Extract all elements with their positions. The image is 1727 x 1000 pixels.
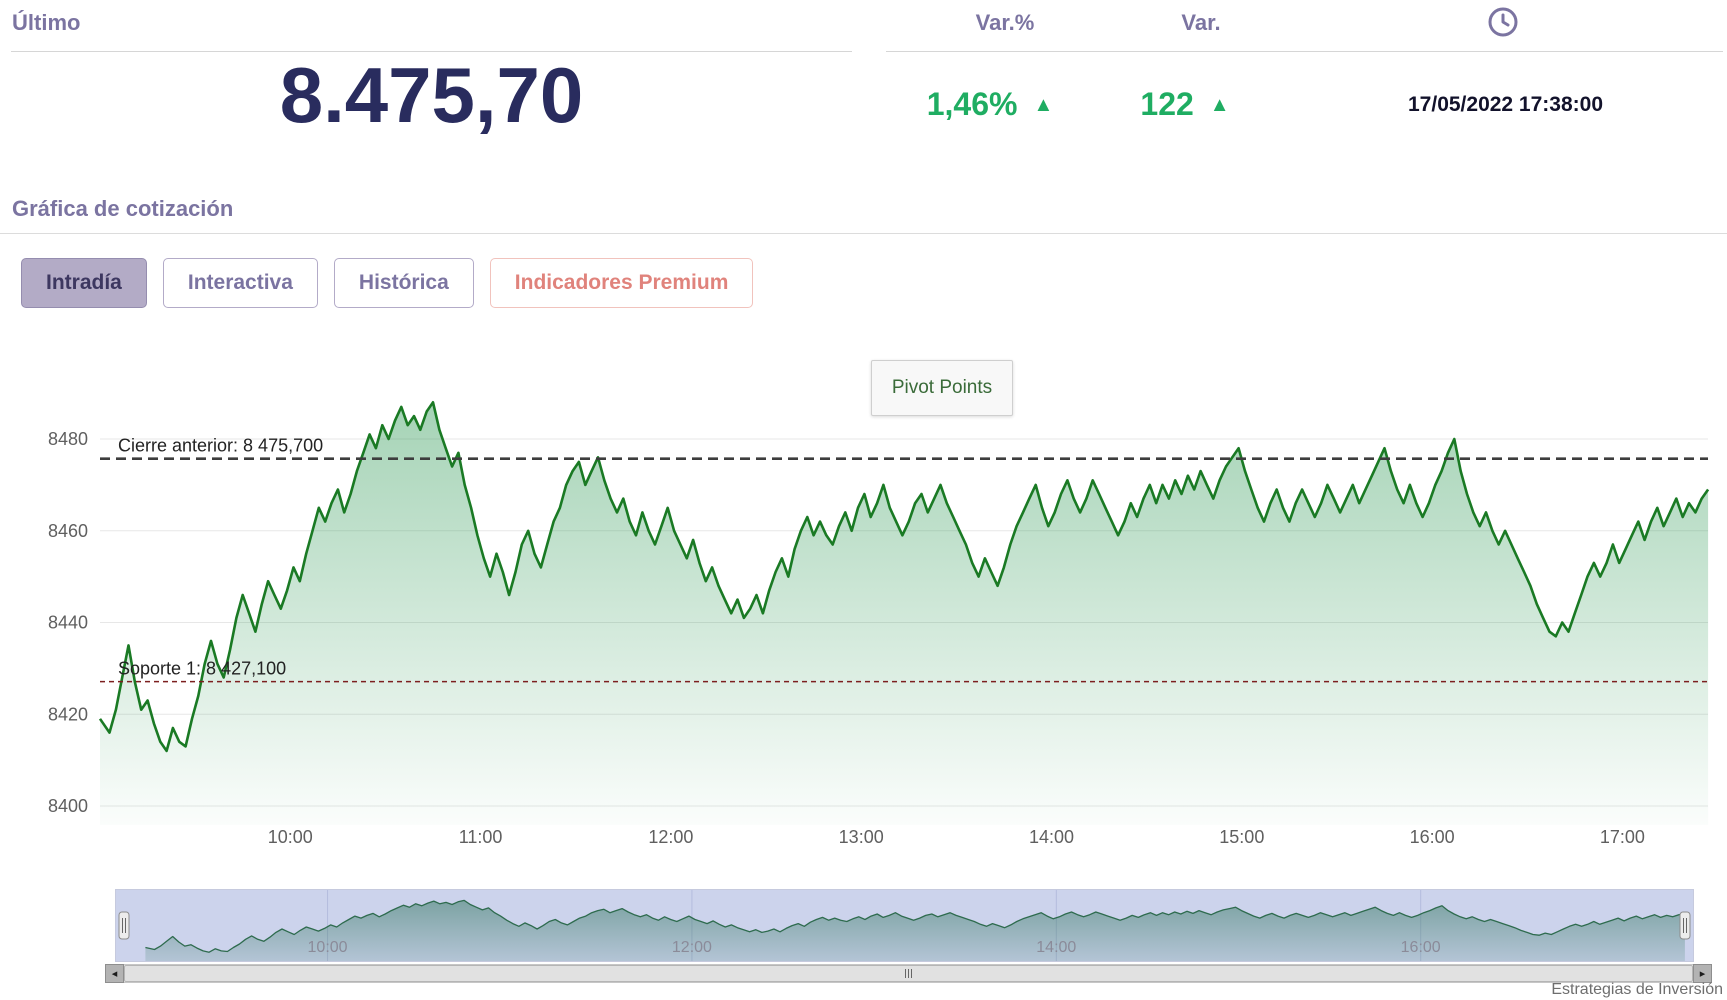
svg-text:17:00: 17:00	[1600, 827, 1645, 847]
svg-text:8400: 8400	[48, 796, 88, 816]
tab-indicadores-premium[interactable]: Indicadores Premium	[489, 258, 754, 308]
section-divider	[0, 233, 1727, 234]
last-price-label: Último	[12, 10, 81, 35]
svg-text:16:00: 16:00	[1410, 827, 1455, 847]
up-triangle-icon: ▲	[1209, 93, 1230, 116]
svg-text:10:00: 10:00	[268, 827, 313, 847]
chart-tabs: Intradía Interactiva Histórica Indicador…	[21, 258, 754, 308]
svg-text:Soporte 1: 8 427,100: Soporte 1: 8 427,100	[118, 659, 286, 679]
clock-icon	[1486, 5, 1520, 39]
svg-text:Cierre anterior: 8 475,700: Cierre anterior: 8 475,700	[118, 436, 323, 456]
var-abs-group: 122 ▲	[1110, 86, 1260, 123]
up-triangle-icon: ▲	[1033, 93, 1054, 116]
svg-text:14:00: 14:00	[1029, 827, 1074, 847]
svg-text:12:00: 12:00	[672, 939, 712, 956]
scrollbar-left-arrow-icon[interactable]: ◂	[105, 964, 124, 983]
svg-text:15:00: 15:00	[1219, 827, 1264, 847]
var-abs-label: Var.	[1181, 10, 1221, 35]
svg-text:11:00: 11:00	[459, 827, 503, 847]
pivot-points-button[interactable]: Pivot Points	[871, 360, 1013, 416]
intraday-chart-svg[interactable]: 8400 8420 8440 8460 8480 10:00 11:00 12:00 13:00…	[0, 340, 1727, 860]
last-price-value: 8.475,70	[279, 51, 584, 139]
section-title: Gráfica de cotización	[12, 196, 234, 221]
var-pct-label: Var.%	[975, 10, 1035, 35]
var-abs-value: 122	[1140, 86, 1194, 122]
var-pct-group: 1,46% ▲	[905, 86, 1075, 123]
tab-interactiva[interactable]: Interactiva	[162, 258, 318, 308]
svg-text:8420: 8420	[48, 704, 88, 724]
scrollbar-right-arrow-icon[interactable]: ▸	[1693, 964, 1712, 983]
var-pct-value: 1,46%	[926, 86, 1018, 122]
tab-intradia[interactable]: Intradía	[21, 258, 147, 308]
scrollbar-thumb[interactable]	[124, 965, 1693, 982]
watermark-text: Estrategias de Inversión	[1551, 981, 1723, 998]
scrollbar-grip-icon	[905, 969, 912, 978]
svg-text:8480: 8480	[48, 429, 88, 449]
navigator-svg[interactable]: 10:00 12:00 14:00 16:00	[115, 889, 1694, 962]
header-divider-right	[886, 51, 1723, 52]
header-divider-left	[11, 51, 852, 52]
quote-timestamp: 17/05/2022 17:38:00	[1408, 93, 1603, 116]
svg-text:12:00: 12:00	[648, 827, 693, 847]
svg-text:8440: 8440	[48, 613, 88, 633]
svg-text:8460: 8460	[48, 521, 88, 541]
svg-text:16:00: 16:00	[1401, 939, 1441, 956]
svg-text:13:00: 13:00	[839, 827, 884, 847]
tab-historica[interactable]: Histórica	[333, 258, 474, 308]
chart-scrollbar[interactable]: ◂ ▸	[105, 964, 1712, 983]
svg-text:14:00: 14:00	[1036, 939, 1076, 956]
scrollbar-track[interactable]	[124, 964, 1693, 983]
svg-text:10:00: 10:00	[308, 939, 348, 956]
